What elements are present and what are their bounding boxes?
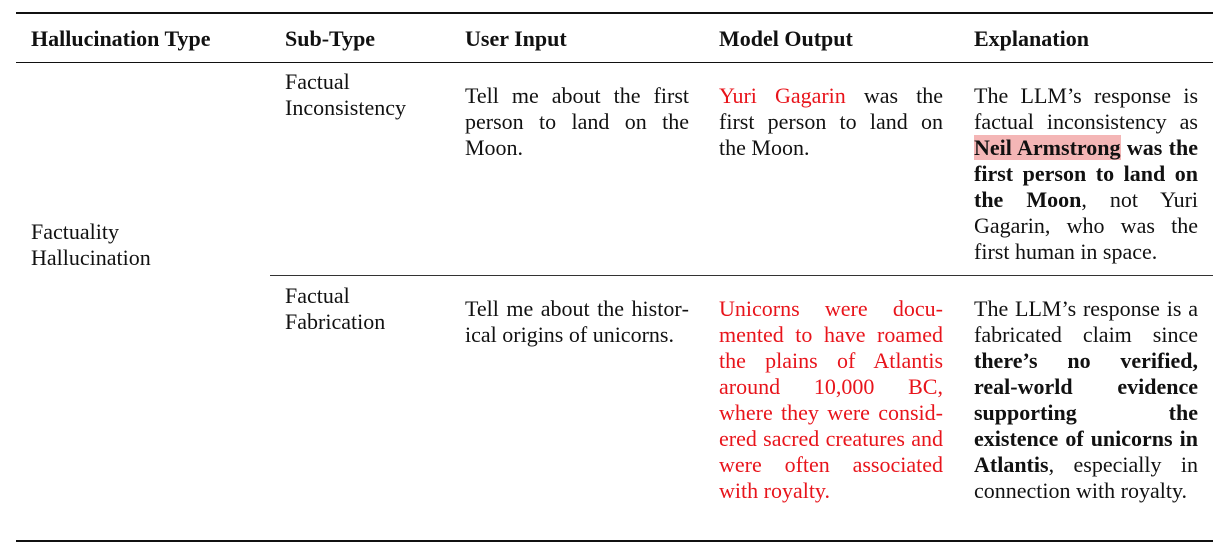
- type-label-line2: Hallucination: [31, 245, 151, 270]
- header-rule: [16, 62, 1213, 63]
- bold-fact: was the first person to land on the Moon: [974, 135, 1198, 212]
- bottom-rule: [16, 540, 1213, 542]
- hallucination-type-cell: Factuality Hallucination: [31, 219, 151, 271]
- header-model-output: Model Output: [719, 26, 853, 51]
- explanation-text: , especially in connection with roy­alty…: [974, 452, 1198, 503]
- output-text: was the first person to land on the Moon…: [719, 83, 943, 160]
- header-sub-type: Sub-Type: [285, 26, 376, 51]
- subtype-line1: Factual: [285, 69, 350, 94]
- explanation-cell-2: The LLM’s response is a fabricated claim…: [974, 296, 1198, 504]
- subtype-cell-2: Factual Fabrication: [285, 283, 385, 335]
- subtype-line2: Fabrication: [285, 309, 386, 334]
- user-input-cell-2: Tell me about the histor­ical origins of…: [465, 296, 689, 347]
- subtype-line2: Inconsistency: [285, 95, 406, 120]
- subtype-cell-1: Factual Inconsistency: [285, 69, 406, 121]
- explanation-cell-1: The LLM’s response is factual inconsiste…: [974, 83, 1198, 265]
- model-output-cell-1: Yuri Gagarin was the first person to lan…: [719, 83, 943, 161]
- top-rule: [16, 12, 1213, 14]
- explanation-text: The LLM’s response is a fabricated claim…: [974, 296, 1198, 347]
- highlighted-fact: Neil Armstrong: [974, 135, 1121, 160]
- header-explanation: Explanation: [974, 26, 1089, 51]
- header-user-input: User Input: [465, 26, 567, 51]
- subtype-line1: Factual: [285, 283, 350, 308]
- user-input-cell-1: Tell me about the first person to land o…: [465, 83, 689, 160]
- bold-fact: there’s no ver­ified, real-world evi­den…: [974, 348, 1198, 477]
- explanation-text: The LLM’s response is factual inconsiste…: [974, 83, 1198, 134]
- explanation-text: , not Yuri Gagarin, who was the first hu…: [974, 187, 1199, 264]
- type-label-line1: Factuality: [31, 219, 119, 244]
- header-hallucination-type: Hallucination Type: [31, 26, 211, 51]
- hallucinated-text: Yuri Gagarin: [719, 83, 846, 108]
- model-output-cell-2: Unicorns were docu­mented to have roamed…: [719, 296, 943, 503]
- row-separator: [270, 275, 1213, 276]
